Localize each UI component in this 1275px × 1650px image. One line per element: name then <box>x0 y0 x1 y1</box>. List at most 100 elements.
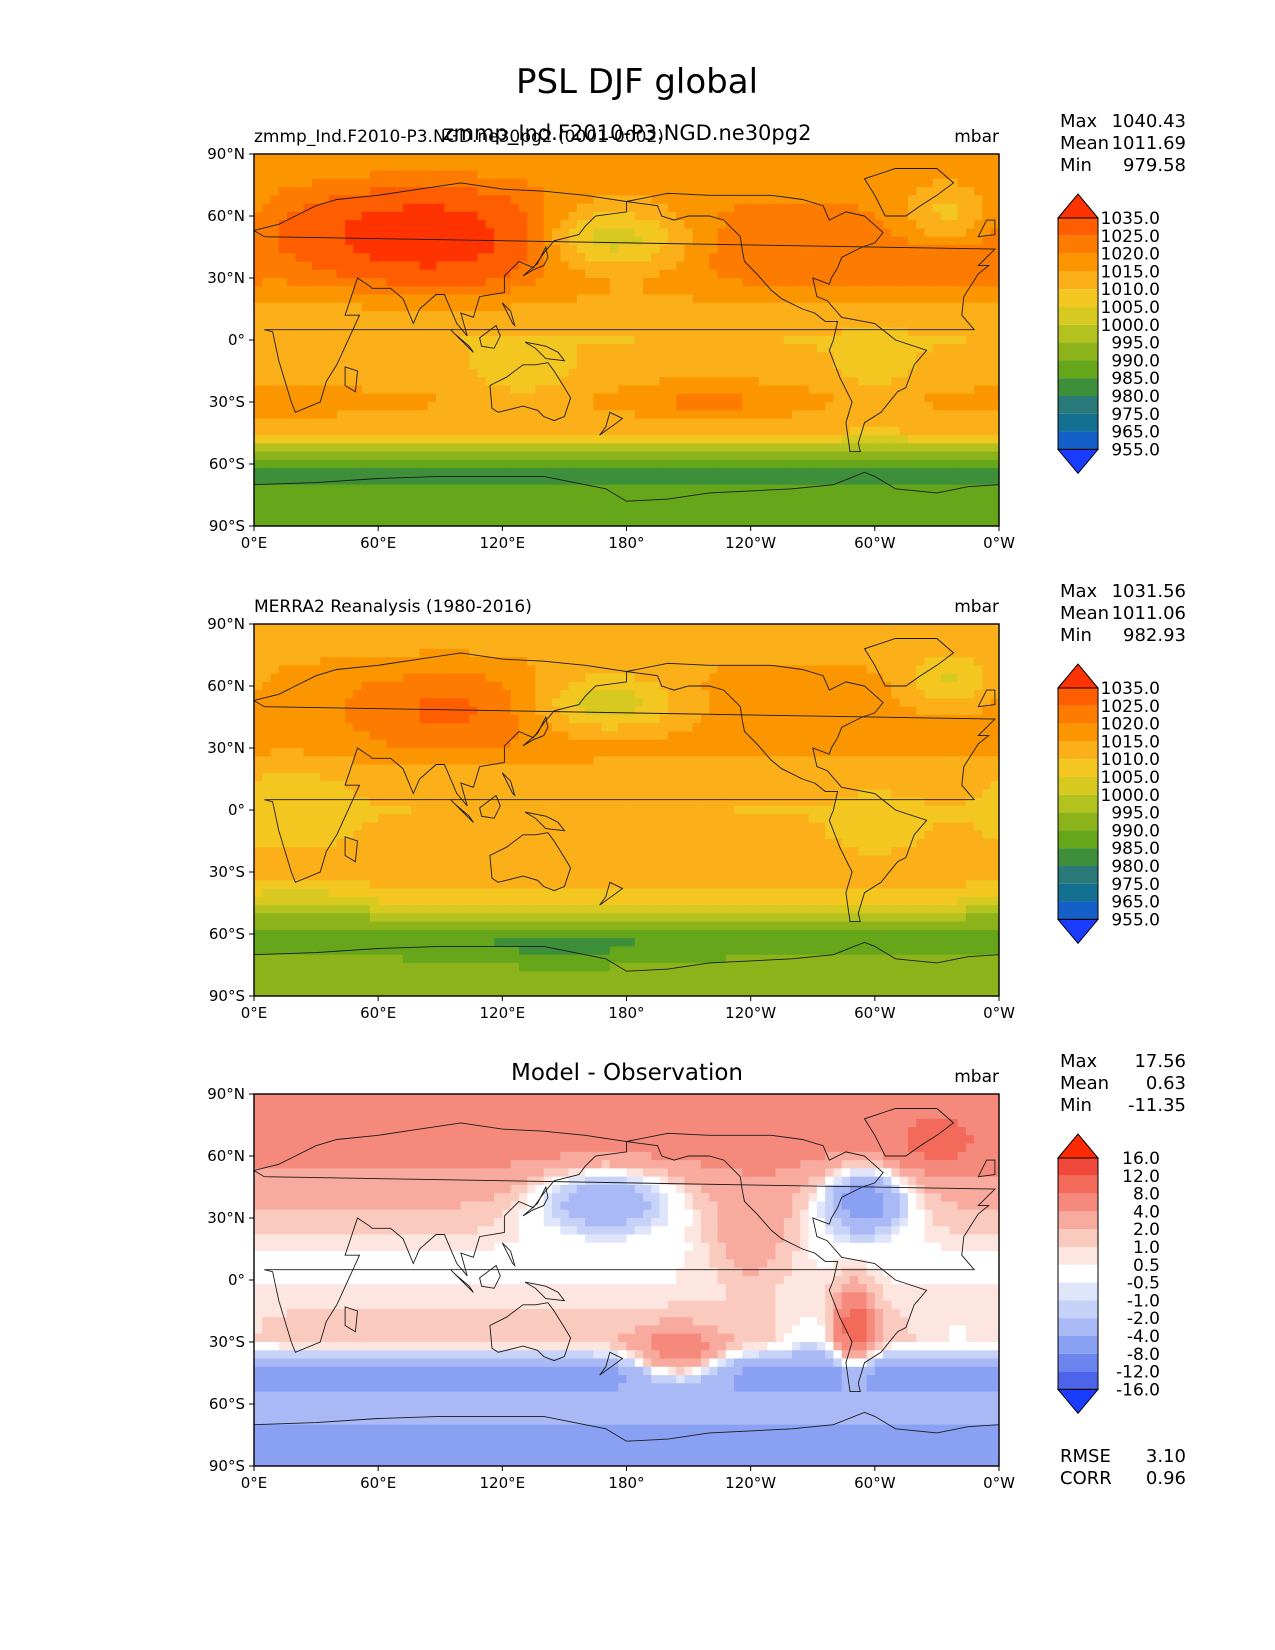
field-cell <box>816 443 826 453</box>
field-cell <box>709 665 719 675</box>
field-cell <box>328 269 338 279</box>
field-cell <box>833 360 843 370</box>
field-cell <box>535 327 545 337</box>
field-cell <box>643 187 652 196</box>
field-cell <box>659 286 669 296</box>
field-cell <box>444 501 454 511</box>
field-cell <box>378 492 388 502</box>
field-cell <box>816 368 826 378</box>
field-cell <box>403 344 412 353</box>
field-cell <box>874 468 884 477</box>
field-cell <box>270 236 280 246</box>
field-cell <box>990 178 1000 188</box>
field-cell <box>452 352 462 362</box>
field-cell <box>667 170 677 180</box>
field-cell <box>676 410 686 420</box>
field-cell <box>403 294 412 304</box>
field-cell <box>883 195 892 205</box>
field-cell <box>949 269 959 279</box>
field-cell <box>270 352 280 362</box>
field-cell <box>444 319 454 329</box>
field-cell <box>841 269 851 279</box>
field-cell <box>601 418 611 428</box>
field-cell <box>303 344 313 353</box>
field-cell <box>792 352 801 362</box>
field-cell <box>634 195 644 205</box>
field-cell <box>378 286 388 296</box>
field-cell <box>444 673 454 683</box>
field-cell <box>254 443 263 453</box>
field-cell <box>427 195 437 205</box>
field-cell <box>403 673 412 683</box>
field-cell <box>576 311 586 320</box>
field-cell <box>494 154 503 163</box>
field-cell <box>270 327 280 337</box>
field-cell <box>386 368 396 378</box>
field-cell <box>891 443 901 453</box>
field-cell <box>742 681 752 691</box>
field-cell <box>916 517 926 527</box>
field-cell <box>717 393 727 403</box>
colorbar-tick-label: 975.0 <box>1111 405 1160 425</box>
field-cell <box>378 665 388 675</box>
field-cell <box>485 170 495 180</box>
field-cell <box>320 170 330 180</box>
field-cell <box>825 236 835 246</box>
colorbar-segment <box>1058 360 1098 379</box>
field-cell <box>775 657 785 666</box>
field-cell <box>369 410 379 420</box>
field-cell <box>311 302 321 312</box>
field-cell <box>419 162 429 172</box>
field-cell <box>485 492 495 502</box>
field-cell <box>320 698 330 708</box>
field-cell <box>427 352 437 362</box>
field-cell <box>618 178 628 188</box>
field-cell <box>552 393 561 403</box>
field-cell <box>278 311 288 320</box>
field-cell <box>825 360 835 370</box>
field-cell <box>850 261 859 271</box>
field-cell <box>676 178 686 188</box>
field-cell <box>634 203 644 213</box>
field-cell <box>419 426 429 436</box>
field-cell <box>709 385 719 395</box>
field-cell <box>452 368 462 378</box>
field-cell <box>353 178 363 188</box>
field-cell <box>270 673 280 683</box>
field-cell <box>974 178 984 188</box>
field-cell <box>825 517 835 527</box>
field-cell <box>601 435 611 444</box>
field-cell <box>560 657 570 666</box>
field-cell <box>783 690 793 699</box>
field-cell <box>469 468 479 477</box>
field-cell <box>891 435 901 444</box>
field-cell <box>328 286 338 296</box>
field-cell <box>477 484 487 494</box>
field-cell <box>626 244 636 254</box>
field-cell <box>833 154 843 163</box>
field-cell <box>369 698 379 708</box>
field-cell <box>552 302 561 312</box>
field-cell <box>361 459 371 469</box>
field-cell <box>560 154 570 163</box>
field-cell <box>618 665 628 675</box>
field-cell <box>941 681 950 691</box>
field-cell <box>742 435 752 444</box>
field-cell <box>295 698 305 708</box>
field-cell <box>825 690 835 699</box>
field-cell <box>932 368 942 378</box>
field-cell <box>485 690 495 699</box>
field-cell <box>593 690 603 699</box>
field-cell <box>651 220 661 229</box>
field-cell <box>816 484 826 494</box>
field-cell <box>866 657 876 666</box>
field-cell <box>460 665 470 675</box>
field-cell <box>982 402 992 411</box>
field-cell <box>965 459 975 469</box>
field-cell <box>618 640 628 650</box>
field-cell <box>924 352 934 362</box>
field-cell <box>643 286 652 296</box>
field-cell <box>287 319 296 329</box>
field-cell <box>593 178 603 188</box>
field-cell <box>924 517 934 527</box>
